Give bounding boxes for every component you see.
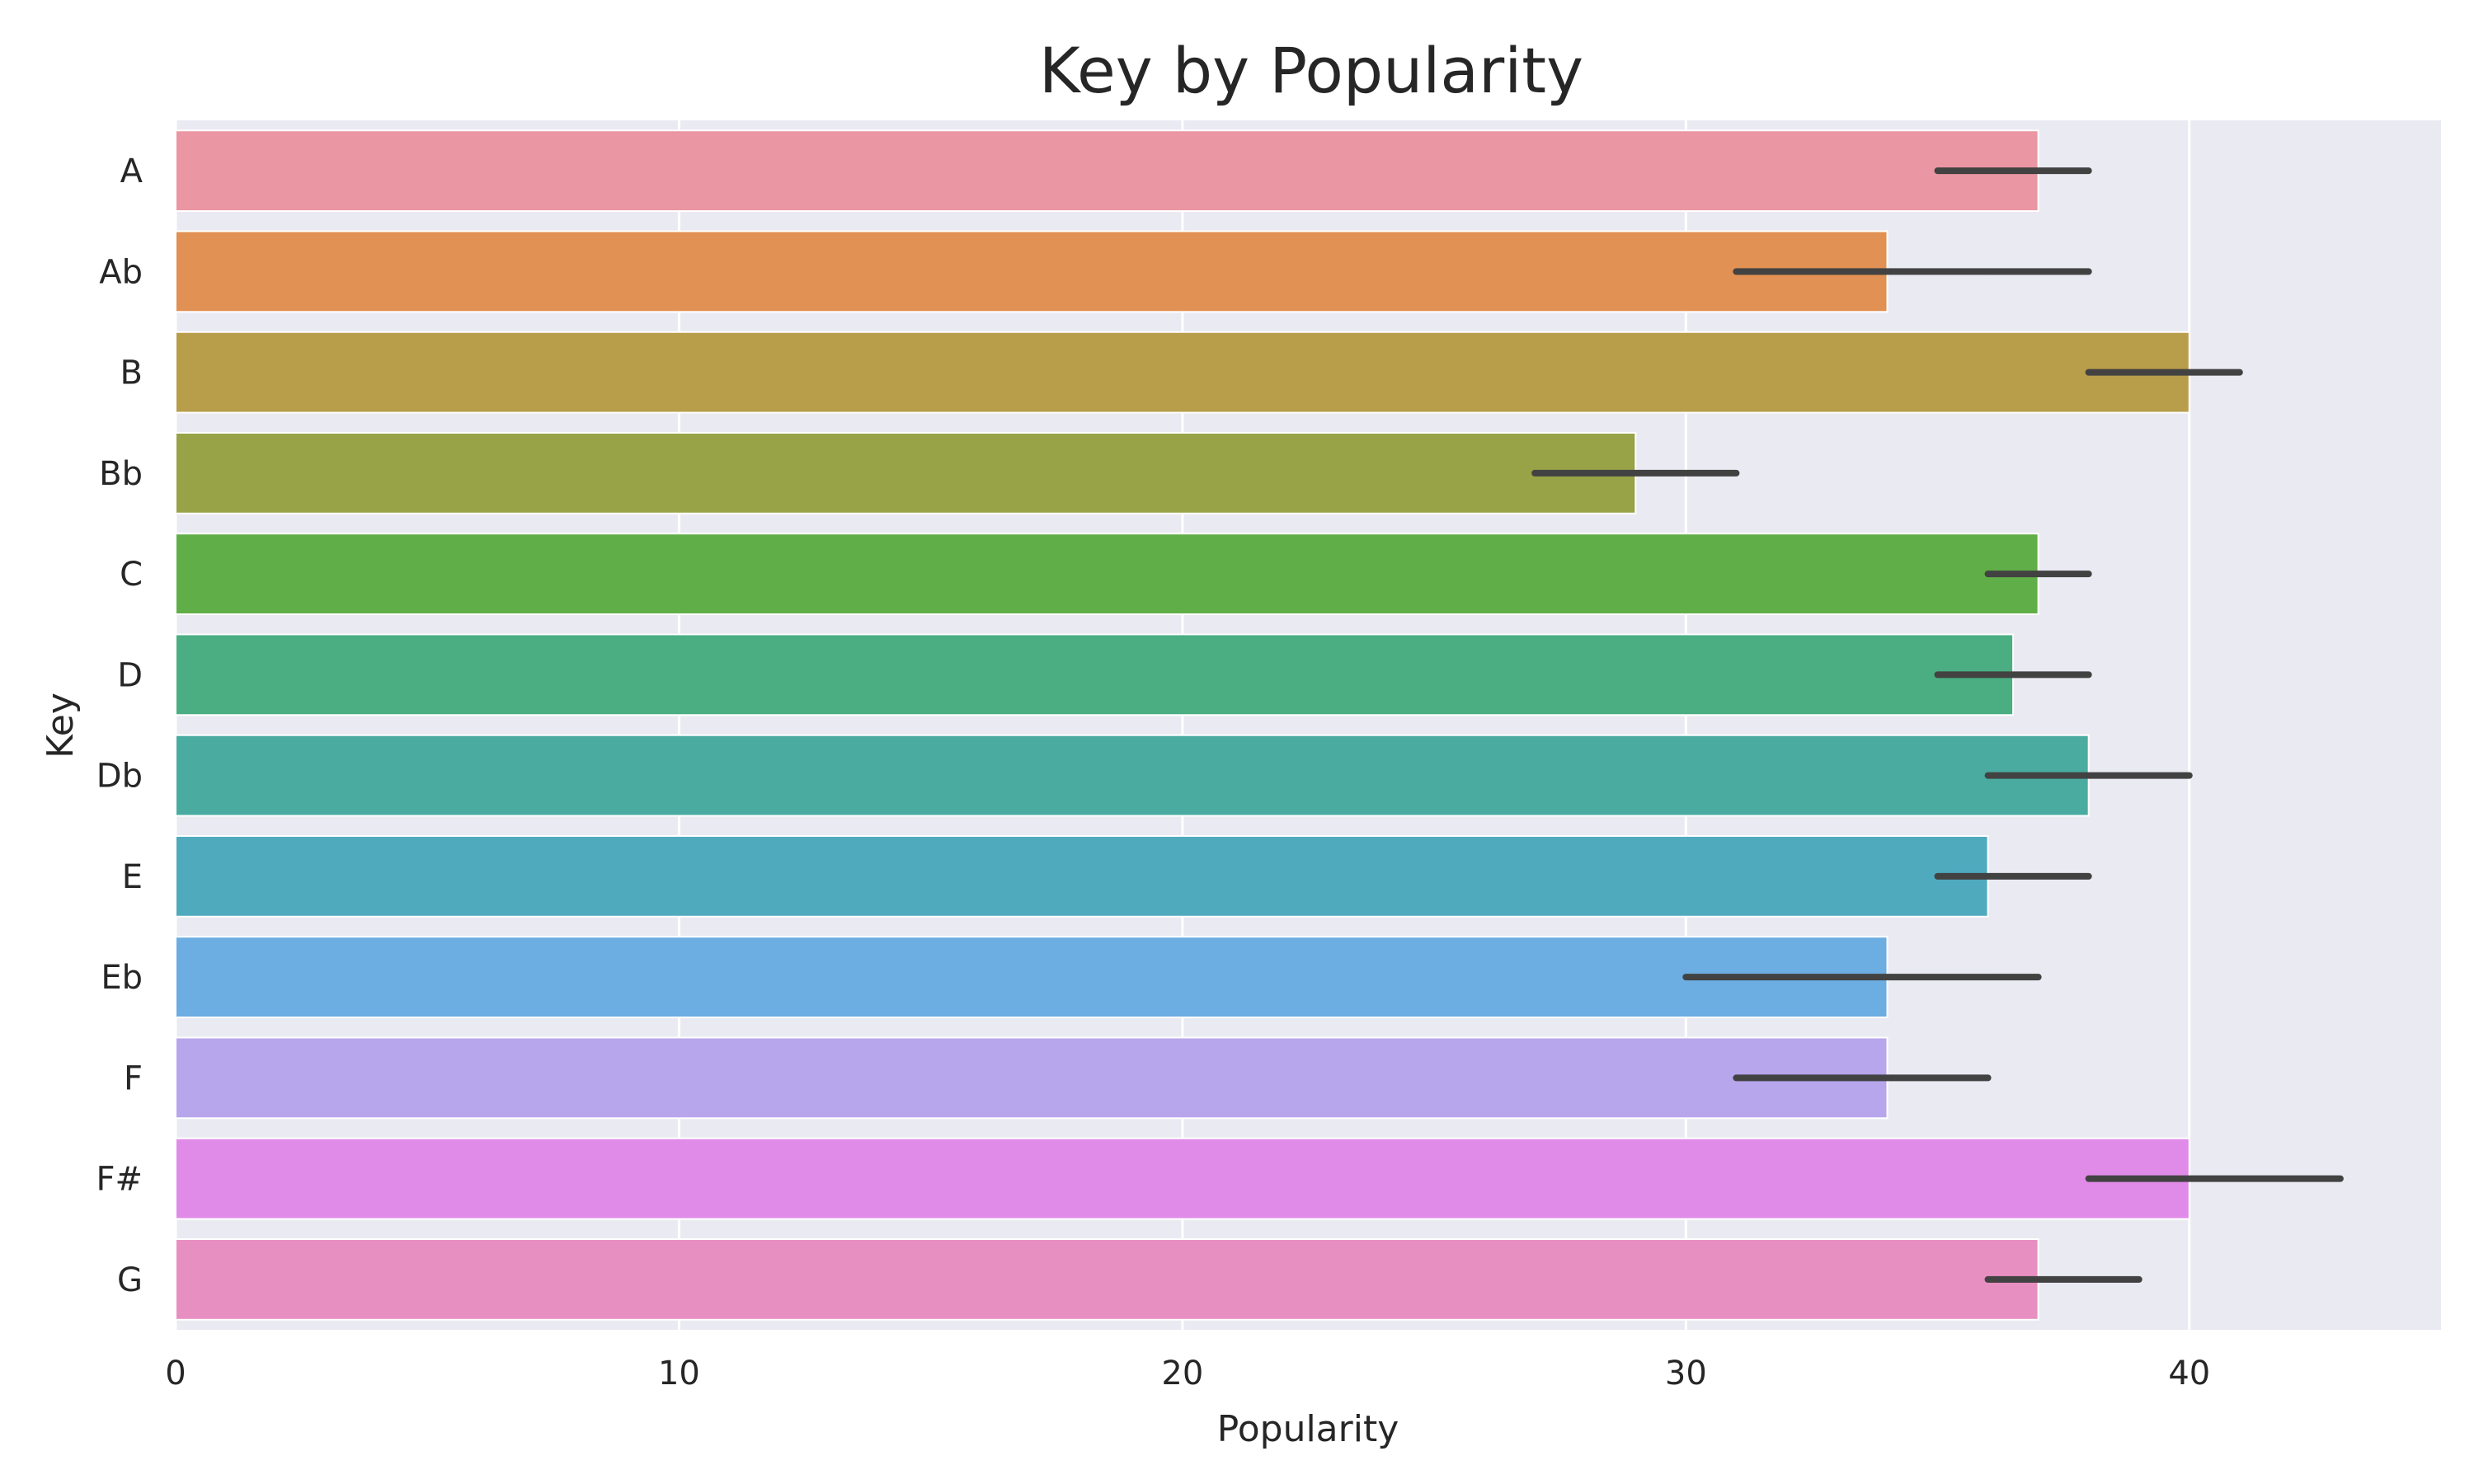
- y-tick-labels: A Ab B Bb C D Db E Eb F F# G: [96, 153, 143, 1299]
- y-tick-label: E: [122, 858, 143, 896]
- x-tick-label: 0: [165, 1355, 186, 1392]
- x-tick-label: 40: [2168, 1355, 2210, 1392]
- bar-b: [175, 331, 2190, 414]
- y-tick-label: B: [120, 355, 143, 392]
- bar-e: [175, 834, 1989, 918]
- x-tick-labels: 0 10 20 30 40: [165, 1355, 2210, 1392]
- y-tick-label: D: [117, 656, 143, 694]
- y-tick-label: Ab: [99, 253, 143, 291]
- bar-f-sharp: [175, 1137, 2190, 1220]
- x-tick-label: 20: [1161, 1355, 1203, 1392]
- y-tick-label: A: [120, 153, 143, 190]
- y-axis-title: Key: [40, 693, 82, 758]
- gridlines: [174, 120, 2191, 1330]
- y-tick-label: C: [120, 556, 143, 594]
- bar-f: [175, 1036, 1888, 1120]
- bar-g: [175, 1237, 2039, 1321]
- bar-d: [175, 633, 2015, 716]
- bar-db: [175, 734, 2090, 817]
- y-tick-label: F: [124, 1059, 143, 1097]
- bar-a: [175, 129, 2039, 213]
- bar-bb: [175, 431, 1637, 514]
- bar-eb: [175, 936, 1888, 1019]
- bar-c: [175, 533, 2039, 616]
- x-tick-label: 30: [1665, 1355, 1707, 1392]
- bar-ab: [175, 230, 1888, 313]
- chart-title: Key by Popularity: [1039, 34, 1583, 107]
- y-tick-label: G: [117, 1261, 143, 1299]
- y-tick-label: Bb: [99, 455, 143, 493]
- y-tick-label: F#: [96, 1161, 143, 1199]
- y-tick-label: Eb: [101, 959, 143, 997]
- x-axis-title: Popularity: [1217, 1408, 1399, 1450]
- x-tick-label: 10: [658, 1355, 700, 1392]
- bars: [175, 129, 2190, 1321]
- plot-background: [176, 120, 2441, 1330]
- y-tick-label: Db: [96, 758, 143, 796]
- error-bars: [1531, 167, 2344, 1283]
